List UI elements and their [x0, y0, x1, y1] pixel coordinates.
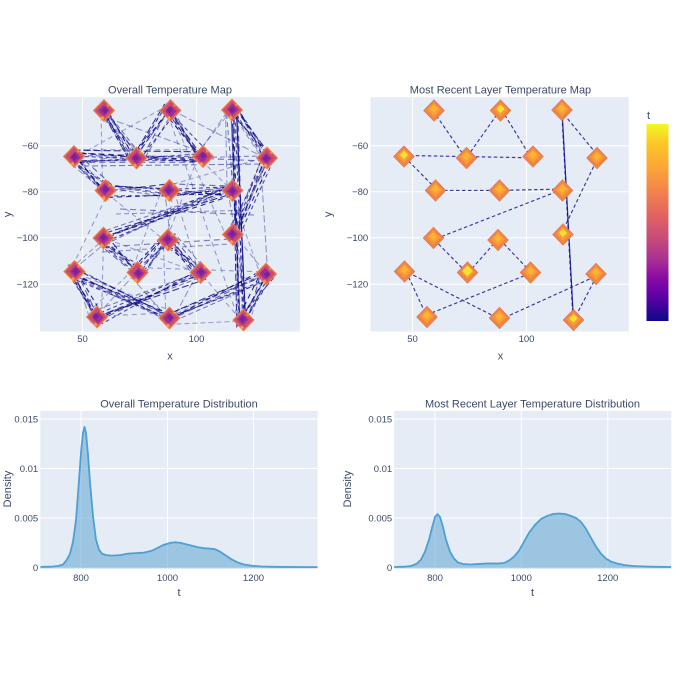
svg-text:50: 50 — [407, 334, 418, 345]
svg-text:−80: −80 — [352, 187, 368, 198]
svg-text:1000: 1000 — [511, 573, 532, 584]
svg-text:100: 100 — [189, 334, 205, 345]
svg-text:Density: Density — [342, 470, 354, 507]
svg-text:x: x — [167, 351, 173, 363]
svg-text:50: 50 — [77, 334, 88, 345]
svg-text:−100: −100 — [347, 233, 368, 244]
svg-text:Overall Temperature Distributi: Overall Temperature Distribution — [100, 399, 258, 411]
svg-text:0: 0 — [387, 563, 392, 574]
svg-text:0.005: 0.005 — [14, 513, 38, 524]
svg-text:0.01: 0.01 — [374, 464, 393, 475]
svg-text:Most Recent Layer Temperature: Most Recent Layer Temperature Distributi… — [425, 399, 640, 411]
svg-text:1200: 1200 — [243, 573, 264, 584]
svg-text:0.005: 0.005 — [368, 513, 392, 524]
svg-text:−120: −120 — [17, 280, 38, 291]
svg-text:−60: −60 — [22, 141, 38, 152]
svg-text:t: t — [647, 110, 650, 122]
svg-text:−60: −60 — [352, 141, 368, 152]
svg-text:−120: −120 — [347, 280, 368, 291]
svg-text:800: 800 — [73, 573, 89, 584]
svg-text:Density: Density — [2, 470, 14, 507]
svg-text:−80: −80 — [22, 187, 38, 198]
svg-text:100: 100 — [519, 334, 535, 345]
svg-text:1200: 1200 — [597, 573, 618, 584]
svg-text:800: 800 — [427, 573, 443, 584]
svg-text:0.01: 0.01 — [20, 464, 39, 475]
svg-text:0: 0 — [33, 563, 38, 574]
svg-text:0.015: 0.015 — [368, 414, 392, 425]
svg-text:t: t — [531, 587, 534, 599]
svg-text:1000: 1000 — [157, 573, 178, 584]
svg-text:Most Recent Layer Temperature: Most Recent Layer Temperature Map — [410, 85, 591, 97]
svg-text:−100: −100 — [17, 233, 38, 244]
svg-text:x: x — [498, 351, 504, 363]
svg-text:y: y — [2, 211, 14, 217]
svg-text:t: t — [177, 587, 180, 599]
svg-text:0.015: 0.015 — [14, 414, 38, 425]
svg-text:y: y — [323, 211, 335, 217]
svg-text:Overall Temperature Map: Overall Temperature Map — [108, 85, 232, 97]
